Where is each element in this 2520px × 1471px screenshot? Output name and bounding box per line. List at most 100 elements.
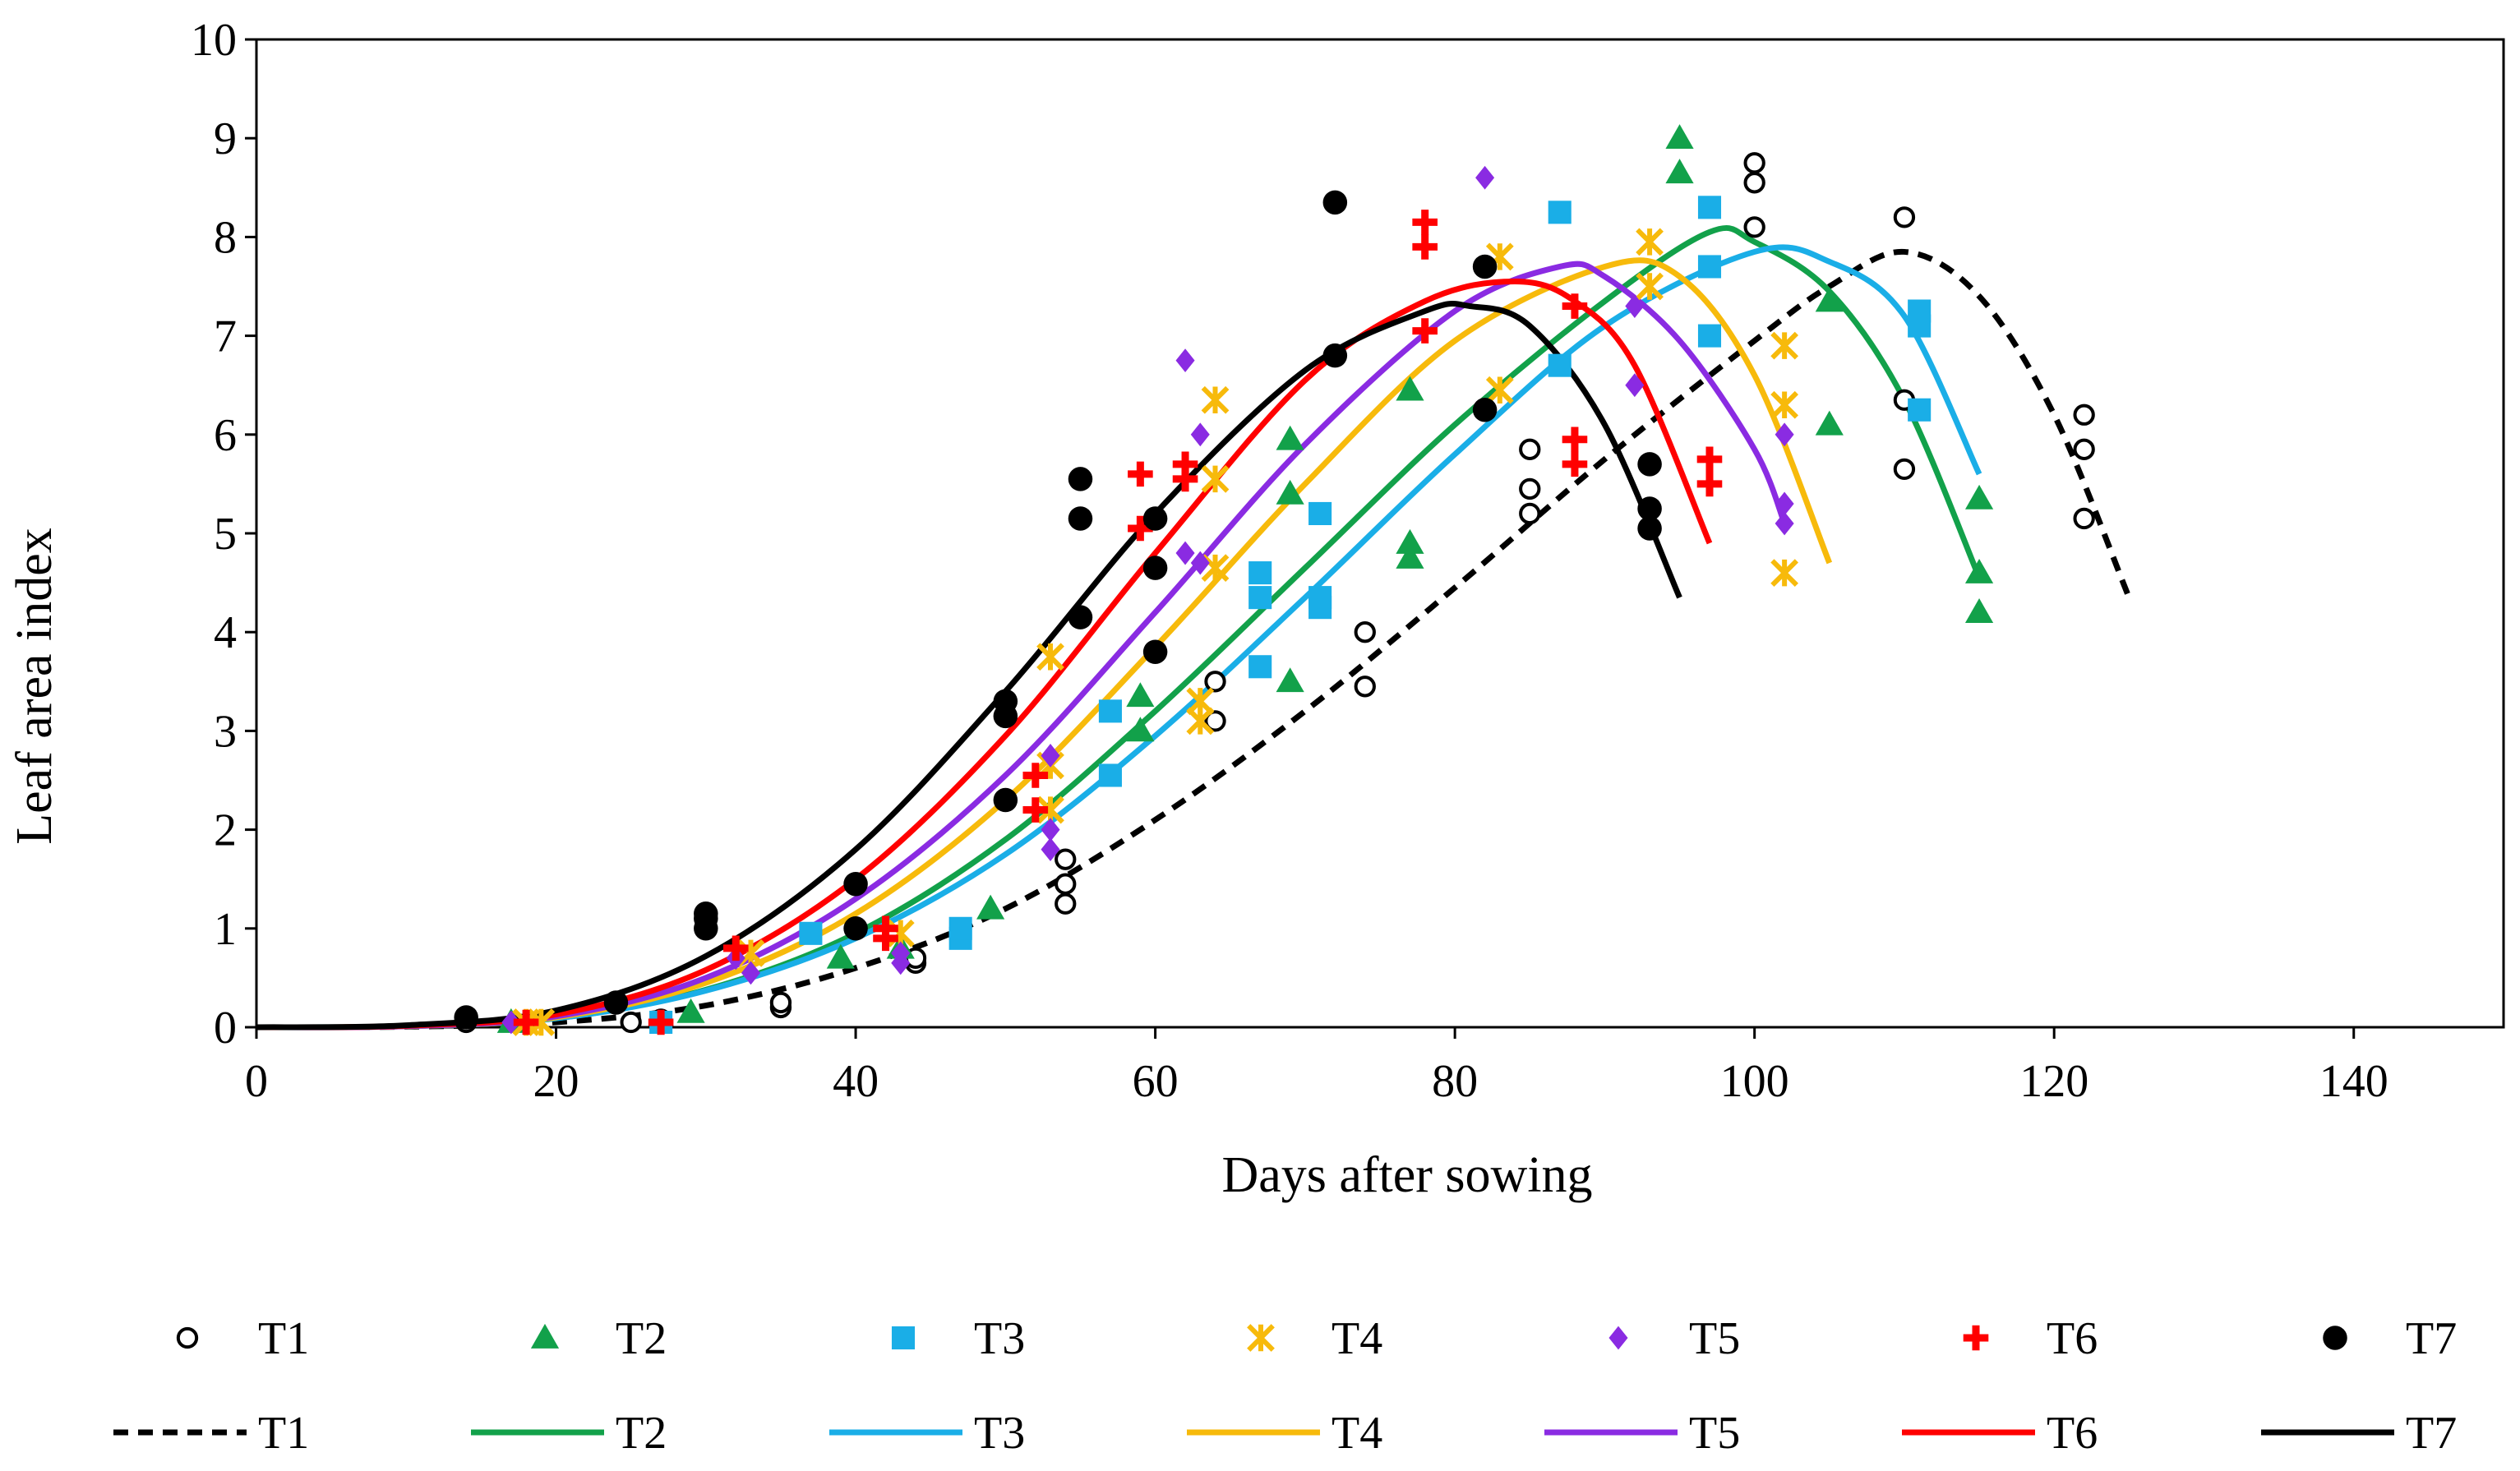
point-t5 xyxy=(1190,422,1210,447)
point-t4 xyxy=(1770,390,1799,419)
point-t5 xyxy=(1475,165,1495,190)
point-t6 xyxy=(1412,318,1438,344)
point-t2 xyxy=(1815,410,1844,436)
point-t7 xyxy=(843,916,868,941)
point-t7 xyxy=(843,871,868,897)
x-tick-label: 40 xyxy=(833,1056,879,1107)
point-t3 xyxy=(1697,324,1722,348)
point-t4 xyxy=(1485,376,1514,404)
point-t3 xyxy=(1697,255,1722,279)
point-t2 xyxy=(676,998,705,1023)
point-t5 xyxy=(1775,422,1794,447)
point-t2 xyxy=(1964,484,1994,510)
point-t3 xyxy=(1697,196,1722,219)
point-t6 xyxy=(1022,763,1049,788)
point-t1 xyxy=(620,1011,642,1034)
point-t3 xyxy=(1248,655,1272,679)
point-t7 xyxy=(1142,639,1168,664)
point-t6 xyxy=(1128,461,1153,487)
point-t3 xyxy=(1548,201,1572,224)
y-tick-label: 3 xyxy=(214,706,237,757)
y-tick-label: 10 xyxy=(191,15,237,66)
point-t5 xyxy=(1041,837,1060,862)
point-t3 xyxy=(1248,586,1272,610)
point-t6 xyxy=(722,935,749,961)
point-t5 xyxy=(1041,744,1060,768)
point-t3 xyxy=(1908,299,1932,323)
point-t4 xyxy=(1201,385,1230,414)
x-tick-label: 140 xyxy=(2319,1056,2388,1107)
point-t1 xyxy=(769,991,792,1014)
point-t5 xyxy=(1190,551,1210,575)
point-t2 xyxy=(1665,124,1694,150)
legend-marker-t5 xyxy=(1608,1326,1628,1350)
legend-line-label-t5: T5 xyxy=(1689,1408,1740,1459)
point-t6 xyxy=(1172,451,1198,477)
x-tick-label: 20 xyxy=(533,1056,579,1107)
point-t5 xyxy=(501,1010,521,1035)
y-tick-label: 2 xyxy=(214,805,237,856)
x-tick-label: 100 xyxy=(1720,1056,1789,1107)
point-t7 xyxy=(1322,190,1348,215)
point-t7 xyxy=(1472,397,1498,422)
y-tick-label: 1 xyxy=(214,904,237,955)
legend-line-label-t7: T7 xyxy=(2406,1408,2457,1459)
point-t5 xyxy=(1625,294,1645,318)
point-t3 xyxy=(1248,561,1272,585)
point-t2 xyxy=(1665,159,1694,184)
legend-marker-label-t1: T1 xyxy=(258,1313,309,1364)
point-t6 xyxy=(513,1009,539,1035)
point-t3 xyxy=(948,916,972,940)
point-t2 xyxy=(1396,528,1424,554)
legend-marker-t3 xyxy=(891,1326,916,1350)
point-t5 xyxy=(1175,348,1195,373)
point-t7 xyxy=(1068,467,1093,491)
point-t3 xyxy=(1308,501,1332,525)
legend-marker-t2 xyxy=(530,1323,560,1349)
point-t4 xyxy=(527,1008,556,1036)
point-t1 xyxy=(1204,710,1226,732)
point-t5 xyxy=(1041,818,1060,842)
point-t1 xyxy=(1519,438,1541,460)
point-t1 xyxy=(1893,458,1916,481)
point-t7 xyxy=(603,990,629,1015)
point-t2 xyxy=(1964,598,1994,623)
point-t6 xyxy=(1022,797,1049,823)
point-t1 xyxy=(1354,621,1376,643)
point-t1 xyxy=(1055,892,1077,915)
point-t3 xyxy=(1548,353,1572,377)
x-tick-label: 60 xyxy=(1133,1056,1179,1107)
legend-marker-label-t4: T4 xyxy=(1332,1313,1382,1364)
point-t3 xyxy=(1098,699,1122,723)
point-t7 xyxy=(1068,506,1093,531)
point-t1 xyxy=(1055,848,1077,870)
point-t1 xyxy=(2073,438,2095,460)
y-tick-label: 5 xyxy=(214,509,237,560)
point-t2 xyxy=(1126,682,1155,708)
x-tick-label: 0 xyxy=(245,1056,268,1107)
observed-points xyxy=(454,124,2095,1036)
point-t7 xyxy=(993,787,1018,813)
point-t7 xyxy=(1637,452,1662,477)
point-t6 xyxy=(1562,451,1588,477)
point-t7 xyxy=(694,902,718,926)
point-t4 xyxy=(1186,687,1215,716)
point-t7 xyxy=(1142,556,1168,580)
x-axis-title: Days after sowing xyxy=(1221,1147,1592,1203)
point-t5 xyxy=(741,961,760,985)
point-t2 xyxy=(1396,376,1424,401)
x-tick-label: 120 xyxy=(2019,1056,2088,1107)
legend-marker-label-t5: T5 xyxy=(1689,1313,1740,1364)
point-t2 xyxy=(1276,667,1304,693)
point-t1 xyxy=(1893,206,1916,228)
point-t1 xyxy=(1354,676,1376,698)
point-t7 xyxy=(1068,605,1093,629)
point-t4 xyxy=(1770,559,1799,587)
point-t2 xyxy=(1276,479,1304,505)
point-t2 xyxy=(1276,425,1304,450)
point-t1 xyxy=(1743,172,1765,194)
point-t4 xyxy=(1636,228,1664,256)
